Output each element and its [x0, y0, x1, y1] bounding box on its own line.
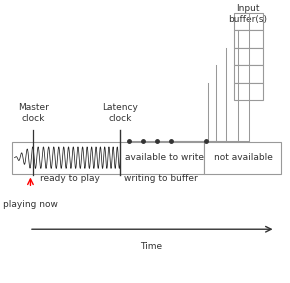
Text: Input
buffer(s): Input buffer(s) — [229, 4, 267, 24]
Bar — [204, 142, 281, 174]
Text: playing now: playing now — [3, 200, 58, 209]
Bar — [234, 30, 263, 48]
Bar — [234, 65, 263, 83]
Text: Latency
clock: Latency clock — [102, 103, 138, 123]
Bar — [234, 83, 263, 100]
Text: Master
clock: Master clock — [18, 103, 49, 123]
Text: ready to play: ready to play — [40, 174, 99, 183]
Text: not available: not available — [213, 153, 273, 162]
Text: Time: Time — [140, 242, 162, 251]
Bar — [234, 48, 263, 65]
Bar — [234, 13, 263, 30]
Text: writing to buffer: writing to buffer — [124, 174, 198, 183]
Text: available to write: available to write — [125, 153, 204, 162]
Bar — [12, 142, 204, 174]
